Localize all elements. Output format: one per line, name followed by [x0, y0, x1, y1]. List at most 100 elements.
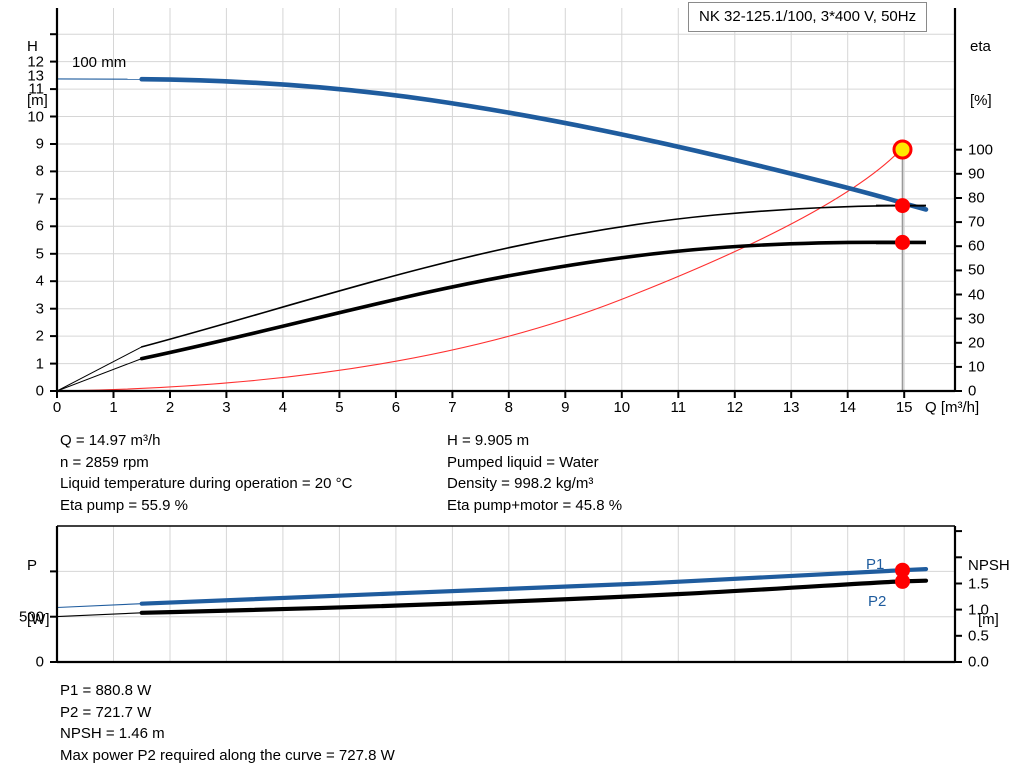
- y-left-tick-1: 1: [35, 355, 44, 373]
- npsh-tick-0-0: 0.0: [968, 653, 989, 671]
- duty-point-eta-pump-motor-marker[interactable]: [895, 234, 910, 250]
- impeller-size-label: 100 mm: [72, 54, 127, 71]
- x-tick-8: 8: [504, 399, 513, 416]
- grid-lines-bottom: [56, 525, 955, 663]
- info-p1: P1 = 880.8 W: [60, 682, 152, 699]
- y-left-tick-3: 3: [35, 300, 44, 318]
- y-right-tick-50: 50: [968, 261, 985, 279]
- x-tick-0: 0: [52, 399, 62, 416]
- x-tick-14: 14: [839, 399, 857, 416]
- npsh-tick-1-5: 1.5: [968, 575, 989, 592]
- y-left-tick-9: 9: [35, 135, 44, 153]
- x-tick-1: 1: [109, 399, 118, 416]
- bottom-chart-y-right-axis-label: NPSH [m]: [968, 521, 1010, 665]
- x-tick-5: 5: [335, 399, 344, 416]
- y-right-axis-symbol: eta: [970, 38, 991, 55]
- y-right-tick-20: 20: [968, 334, 985, 352]
- p1-series-label: P1: [866, 556, 885, 573]
- duty-point-eta-pump-marker[interactable]: [895, 198, 910, 214]
- y-left-tick-5: 5: [35, 245, 44, 263]
- y-left-tick-2: 2: [35, 327, 44, 345]
- info-flow: Q = 14.97 m³/h: [60, 432, 161, 449]
- top-chart-y-right-axis-label: eta [%]: [970, 2, 992, 146]
- power-npsh-plot-svg: [50, 525, 962, 664]
- y-left-tick-8: 8: [35, 162, 44, 180]
- x-tick-10: 10: [613, 399, 631, 416]
- y-right-tick-80: 80: [968, 189, 985, 207]
- power-info-block: P1 = 880.8 W P2 = 721.7 W NPSH = 1.46 m …: [60, 680, 395, 766]
- x-tick-13: 13: [782, 399, 800, 416]
- y-left-axis-symbol: H: [27, 38, 38, 55]
- duty-point-p1-marker[interactable]: [895, 562, 910, 578]
- eta-pump-curve: [140, 204, 904, 348]
- power-npsh-chart: [0, 520, 1024, 670]
- x-tick-9: 9: [561, 399, 570, 416]
- bottom-chart-right-ticks: [955, 530, 962, 663]
- p2-extrapolation: [56, 612, 142, 618]
- y-right-tick-90: 90: [968, 165, 985, 183]
- p2-curve: [139, 578, 929, 615]
- x-axis-label: Q [m³/h]: [925, 399, 980, 416]
- y-right-tick-30: 30: [968, 310, 985, 328]
- bottom-chart-y-left-axis-label: P [W]: [27, 521, 50, 665]
- npsh-tick-0-5: 0.5: [968, 627, 989, 645]
- top-chart-right-ticks: [955, 148, 962, 392]
- head-curve: [139, 76, 905, 206]
- head-efficiency-plot-svg: [50, 8, 962, 398]
- p-axis-unit: [W]: [27, 611, 50, 628]
- x-tick-3: 3: [222, 399, 231, 416]
- x-tick-4: 4: [278, 399, 288, 416]
- x-tick-15: 15: [895, 399, 913, 416]
- npsh-axis-symbol: NPSH: [968, 557, 1010, 574]
- grid-lines-top: [56, 8, 955, 392]
- x-tick-7: 7: [448, 399, 457, 416]
- p-tick-0: 0: [35, 653, 44, 671]
- y-left-tick-0: 0: [35, 382, 44, 400]
- top-chart-left-ticks: [50, 33, 57, 392]
- y-right-tick-70: 70: [968, 213, 985, 231]
- x-tick-12: 12: [726, 399, 744, 416]
- info-liquid-temperature: Liquid temperature during operation = 20…: [60, 475, 353, 492]
- info-speed: n = 2859 rpm: [60, 453, 149, 471]
- info-eta-pump-motor: Eta pump+motor = 45.8 %: [447, 496, 623, 514]
- bottom-chart-left-ticks: [50, 570, 57, 663]
- y-left-tick-4: 4: [35, 272, 44, 290]
- p2-series-label: P2: [868, 593, 887, 610]
- eta-pump-motor-extrapolation: [56, 358, 142, 392]
- duty-point-info-right: H = 9.905 m Pumped liquid = Water Densit…: [447, 430, 622, 516]
- y-left-tick-10: 10: [27, 108, 44, 125]
- x-tick-11: 11: [670, 399, 687, 416]
- p1-extrapolation: [56, 603, 142, 609]
- duty-point-p2-marker[interactable]: [895, 573, 910, 589]
- x-tick-2: 2: [165, 399, 175, 416]
- pump-model-title: NK 32-125.1/100, 3*400 V, 50Hz: [688, 2, 928, 32]
- top-chart-bottom-ticks: [56, 391, 906, 398]
- y-right-tick-0: 0: [968, 382, 977, 400]
- y-left-tick-7: 7: [35, 190, 44, 208]
- y-left-tick-6: 6: [35, 217, 44, 235]
- npsh-axis-unit: [m]: [978, 611, 999, 628]
- eta-pump-motor-curve: [139, 240, 905, 361]
- info-p2: P2 = 721.7 W: [60, 703, 152, 721]
- y-right-tick-100: 100: [968, 141, 994, 159]
- p1-curve: [139, 567, 929, 606]
- eta-pump-extrapolation: [56, 346, 142, 392]
- y-left-axis-unit: [m]: [27, 92, 48, 109]
- duty-point-head-marker[interactable]: [892, 139, 913, 160]
- head-efficiency-chart: [50, 8, 962, 398]
- system-duty-curve: [56, 147, 903, 392]
- y-right-tick-60: 60: [968, 237, 985, 255]
- y-left-tick-12: 12: [27, 53, 44, 71]
- y-left-tick-11: 11: [28, 80, 44, 98]
- info-max-power: Max power P2 required along the curve = …: [60, 746, 395, 764]
- info-density: Density = 998.2 kg/m³: [447, 475, 594, 492]
- y-right-axis-unit: [%]: [970, 92, 992, 109]
- info-npsh: NPSH = 1.46 m: [60, 725, 165, 742]
- duty-point-info-left: Q = 14.97 m³/h n = 2859 rpm Liquid tempe…: [60, 430, 352, 516]
- y-left-tick-13: 13: [27, 67, 44, 85]
- y-right-tick-10: 10: [968, 358, 985, 376]
- y-right-tick-40: 40: [968, 286, 985, 303]
- npsh-tick-1-0: 1.0: [968, 601, 989, 619]
- x-tick-6: 6: [391, 399, 401, 416]
